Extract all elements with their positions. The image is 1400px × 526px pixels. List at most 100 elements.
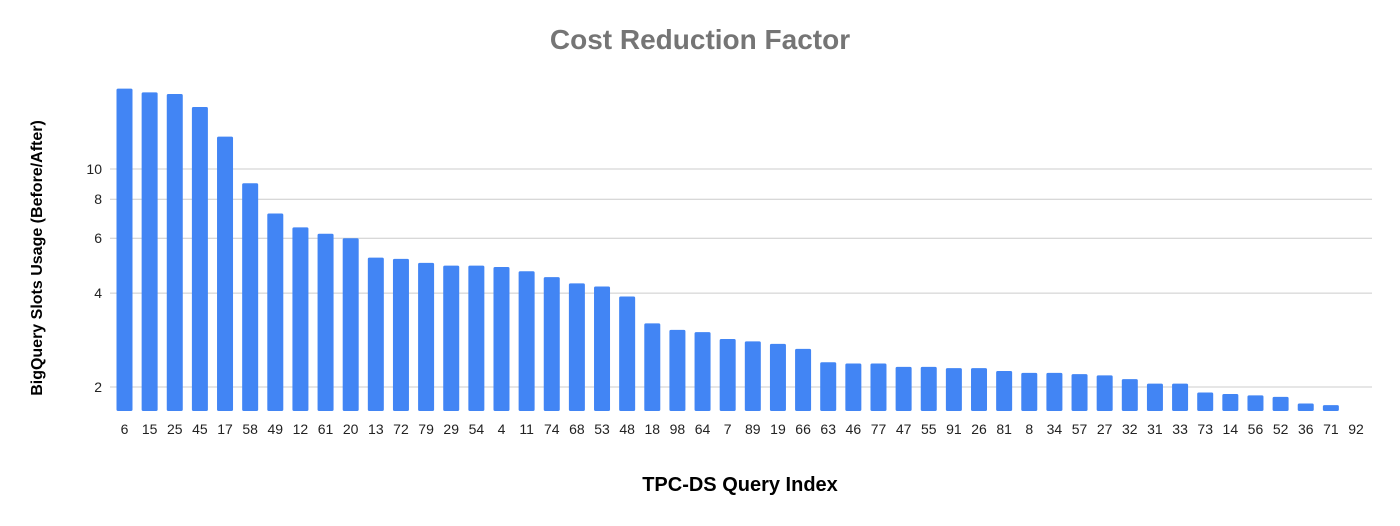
bar-47 [895, 366, 912, 411]
bar-66 [795, 348, 812, 411]
x-tick-label: 17 [217, 421, 233, 437]
bar-32 [1121, 379, 1138, 411]
x-tick-label: 12 [293, 421, 309, 437]
x-tick-label: 68 [569, 421, 585, 437]
x-tick-label: 26 [971, 421, 987, 437]
y-tick-label: 6 [94, 230, 102, 246]
bar-55 [920, 366, 937, 411]
x-axis-label: TPC-DS Query Index [642, 474, 838, 496]
bar-91 [945, 368, 962, 411]
bar-61 [317, 233, 334, 411]
bar-18 [644, 323, 661, 411]
x-tick-label: 8 [1025, 421, 1033, 437]
x-tick-label: 57 [1072, 421, 1088, 437]
x-tick-label: 13 [368, 421, 384, 437]
bar-25 [166, 93, 183, 411]
x-tick-label: 54 [469, 421, 485, 437]
bar-68 [568, 283, 585, 411]
bar-52 [1272, 396, 1289, 411]
bar-54 [468, 265, 485, 411]
bar-7 [719, 339, 736, 411]
x-tick-label: 14 [1223, 421, 1239, 437]
bar-79 [418, 262, 435, 411]
chart-title: Cost Reduction Factor [549, 24, 851, 55]
x-tick-label: 91 [946, 421, 962, 437]
x-tick-label: 45 [192, 421, 208, 437]
bar-53 [594, 286, 611, 411]
bar-57 [1071, 374, 1088, 411]
x-tick-label: 73 [1197, 421, 1213, 437]
x-tick-label: 53 [594, 421, 610, 437]
x-tick-label: 27 [1097, 421, 1113, 437]
x-tick-label: 34 [1047, 421, 1063, 437]
bar-81 [996, 371, 1013, 411]
x-tick-label: 31 [1147, 421, 1163, 437]
x-tick-label: 47 [896, 421, 912, 437]
bar-72 [392, 258, 409, 411]
x-tick-label: 89 [745, 421, 761, 437]
x-tick-label: 20 [343, 421, 359, 437]
x-tick-label: 77 [871, 421, 887, 437]
x-tick-label: 19 [770, 421, 786, 437]
bar-6 [116, 88, 133, 412]
x-tick-label: 25 [167, 421, 183, 437]
x-tick-label: 66 [795, 421, 811, 437]
x-tick-label: 32 [1122, 421, 1138, 437]
x-tick-label: 74 [544, 421, 560, 437]
bar-89 [744, 341, 761, 411]
x-tick-label: 4 [498, 421, 506, 437]
x-tick-label: 6 [121, 421, 129, 437]
bar-17 [217, 136, 234, 411]
x-tick-label: 58 [242, 421, 258, 437]
x-tick-label: 36 [1298, 421, 1314, 437]
bar-26 [971, 368, 988, 411]
bar-20 [342, 238, 359, 411]
bar-56 [1247, 395, 1264, 411]
bar-12 [292, 227, 309, 411]
x-tick-label: 64 [695, 421, 711, 437]
bar-19 [769, 343, 786, 411]
bar-77 [870, 363, 887, 411]
x-tick-label: 49 [268, 421, 284, 437]
x-tick-label: 81 [996, 421, 1012, 437]
bar-31 [1146, 383, 1163, 411]
bar-15 [141, 92, 158, 411]
bar-63 [820, 362, 837, 411]
bar-8 [1021, 372, 1038, 411]
bar-74 [543, 277, 560, 411]
x-tick-label: 55 [921, 421, 937, 437]
x-tick-label: 18 [644, 421, 660, 437]
bar-45 [191, 107, 208, 412]
bar-27 [1096, 375, 1113, 411]
bar-64 [694, 332, 711, 411]
x-tick-label: 98 [670, 421, 686, 437]
bar-36 [1297, 403, 1314, 411]
y-tick-label: 10 [86, 161, 102, 177]
y-tick-label: 2 [94, 379, 102, 395]
bar-58 [242, 183, 259, 411]
x-tick-label: 7 [724, 421, 732, 437]
x-tick-label: 79 [418, 421, 434, 437]
x-tick-label: 56 [1248, 421, 1264, 437]
bar-13 [367, 257, 384, 411]
x-tick-label: 46 [846, 421, 862, 437]
x-tick-label: 63 [820, 421, 836, 437]
bar-4 [493, 267, 510, 411]
x-tick-label: 72 [393, 421, 409, 437]
y-tick-label: 4 [94, 285, 102, 301]
x-tick-label: 61 [318, 421, 334, 437]
bar-29 [443, 265, 460, 411]
x-tick-label: 11 [519, 421, 534, 437]
bar-33 [1172, 383, 1189, 411]
x-tick-label: 29 [443, 421, 459, 437]
bar-73 [1197, 392, 1214, 411]
x-tick-label: 52 [1273, 421, 1289, 437]
bar-98 [669, 329, 686, 411]
bar-46 [845, 363, 862, 411]
bar-14 [1222, 393, 1239, 411]
x-tick-label: 71 [1323, 421, 1339, 437]
x-tick-label: 33 [1172, 421, 1188, 437]
bar-49 [267, 213, 284, 411]
x-tick-label: 15 [142, 421, 158, 437]
